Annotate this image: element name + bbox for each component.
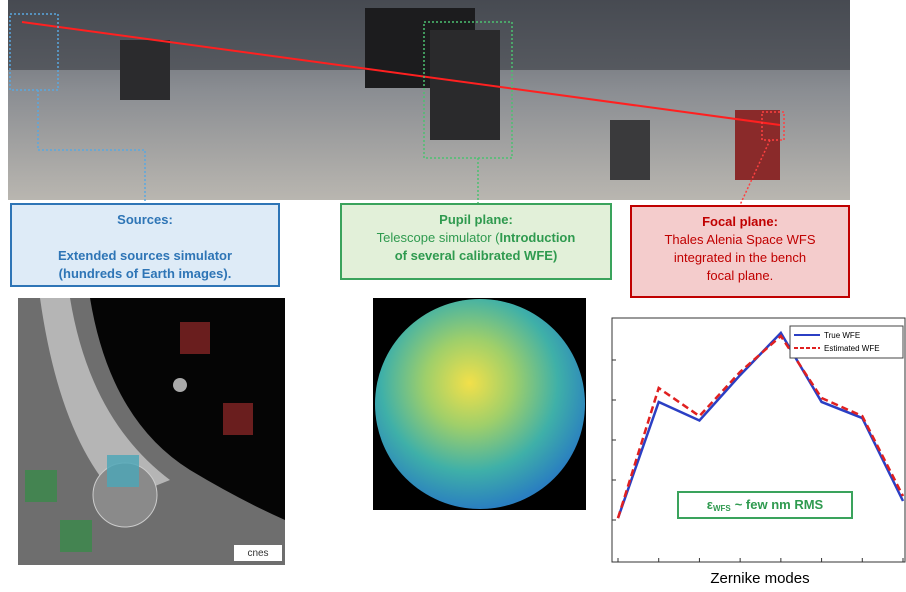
pupil-title: Pupil plane: <box>439 212 513 227</box>
region-red <box>180 322 210 354</box>
legend-label: Estimated WFE <box>824 344 880 353</box>
annotation-text: ~ few nm RMS <box>735 497 824 512</box>
annotation-subscript: WFS <box>713 504 731 513</box>
series-line <box>618 336 903 518</box>
series-line <box>618 333 903 518</box>
focal-line: Thales Alenia Space WFS <box>664 232 815 247</box>
focal-title: Focal plane: <box>702 214 778 229</box>
region-blue <box>107 455 139 487</box>
x-axis-label: Zernike modes <box>710 570 809 587</box>
focal-box: Focal plane: Thales Alenia Space WFS int… <box>630 205 850 298</box>
focal-line: integrated in the bench <box>674 250 806 265</box>
earth-image-feature <box>173 378 187 392</box>
pupil-line-bold: Introduction <box>500 230 576 245</box>
photo-mount <box>120 40 170 100</box>
region-green <box>25 470 57 502</box>
photo-mount <box>610 120 650 180</box>
legend-label: True WFE <box>824 331 860 340</box>
pupil-map <box>375 299 585 509</box>
focal-line: focal plane. <box>707 268 774 283</box>
logo: cnes <box>247 548 268 559</box>
sources-line: Extended sources simulator <box>58 248 232 263</box>
page: cnes Zernike modes εWFS~ few nm RMS True… <box>0 0 906 592</box>
pupil-box: Pupil plane: Telescope simulator (Introd… <box>340 203 612 280</box>
region-red <box>223 403 253 435</box>
sources-box: Sources: Extended sources simulator (hun… <box>10 203 280 287</box>
pupil-line: Telescope simulator ( <box>377 230 500 245</box>
region-green <box>60 520 92 552</box>
sources-line: (hundreds of Earth images). <box>59 266 232 281</box>
pupil-line: of several calibrated WFE) <box>395 248 558 263</box>
y-tick-marks <box>612 360 616 520</box>
sources-title: Sources: <box>117 212 173 227</box>
